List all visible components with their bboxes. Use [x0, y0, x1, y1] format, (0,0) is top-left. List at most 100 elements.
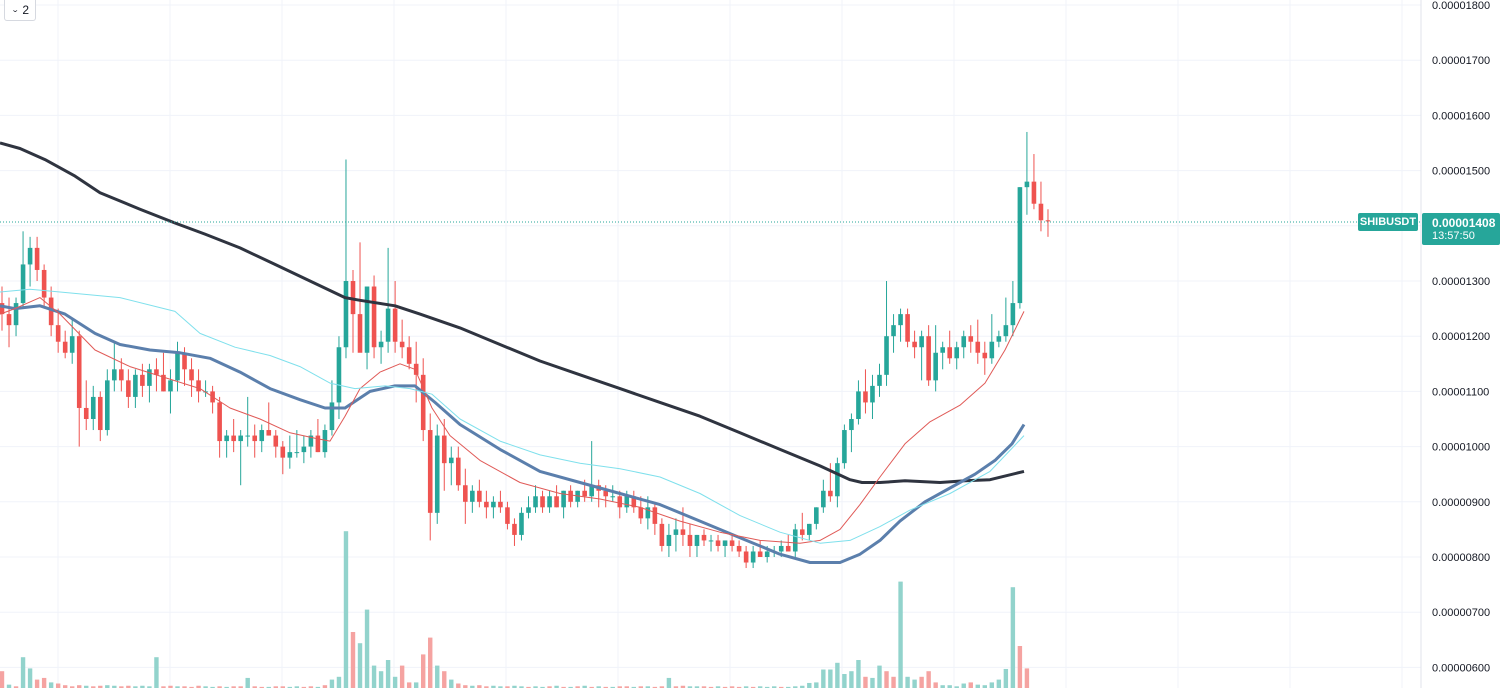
candle-body	[736, 545, 742, 552]
volume-bar	[119, 686, 124, 688]
candle	[799, 512, 805, 541]
volume-bar	[589, 686, 594, 688]
candle-body	[715, 540, 721, 546]
volume-bar	[912, 679, 917, 688]
candle-body	[189, 369, 194, 381]
candle	[484, 490, 489, 519]
candle	[477, 479, 482, 508]
volume-bar	[575, 686, 580, 688]
candle	[842, 424, 847, 469]
candle-body	[547, 496, 552, 508]
candle-body	[912, 341, 917, 348]
volume-bar	[561, 686, 566, 688]
volume-bar	[435, 665, 440, 688]
candle	[280, 441, 286, 475]
candle-body	[336, 347, 342, 403]
volume-bar	[27, 668, 33, 688]
candle-body	[322, 430, 328, 453]
candle-body	[48, 297, 54, 326]
volume-bar	[863, 676, 868, 688]
candle-body	[673, 529, 679, 535]
candle	[55, 308, 61, 353]
moving-average-line	[0, 304, 1026, 564]
candle	[933, 325, 938, 392]
candle	[807, 523, 812, 541]
candle	[554, 485, 559, 508]
volume-bar	[442, 671, 447, 688]
candle	[982, 341, 988, 375]
volume-bar	[463, 685, 468, 688]
volume-bar	[603, 686, 608, 688]
candle-body	[357, 314, 363, 353]
candle	[785, 534, 791, 552]
volume-bar	[736, 686, 742, 688]
moving-average-line	[0, 297, 1025, 544]
volume-bar	[41, 677, 47, 688]
volume-bar	[91, 686, 96, 688]
volume-bar	[294, 686, 300, 688]
candle	[666, 523, 672, 557]
volume-bar	[168, 685, 173, 688]
candle	[322, 424, 328, 458]
candle	[835, 457, 840, 508]
volume-bar	[301, 686, 307, 688]
candle-body	[589, 485, 594, 497]
candle-body	[378, 341, 384, 348]
candle	[708, 534, 714, 552]
volume-bar	[48, 682, 54, 688]
volume-bar	[105, 685, 110, 688]
volume-bar	[870, 677, 875, 688]
candle	[105, 369, 110, 436]
candle-body	[540, 496, 545, 508]
candle-body	[505, 507, 510, 524]
candle-body	[757, 551, 763, 557]
candle-body	[975, 341, 981, 353]
volume-bar	[238, 686, 243, 688]
indicator-collapse-button[interactable]: ⌄ 2	[4, 0, 37, 21]
candle-body	[821, 490, 826, 508]
volume-bar	[413, 682, 419, 688]
candle-body	[659, 523, 665, 546]
volume-bar	[729, 686, 735, 688]
candle-body	[41, 269, 47, 298]
volume-bar	[126, 685, 131, 688]
candle	[83, 380, 89, 431]
volume-bar	[1024, 668, 1030, 688]
volume-bar	[406, 682, 412, 688]
volume-bar	[814, 682, 819, 688]
candle	[610, 485, 616, 502]
price-axis[interactable]: 0.00001800 0.00001700 0.00001600 0.00001500…	[1432, 0, 1490, 674]
candle-body	[13, 303, 19, 326]
candle-body	[491, 501, 496, 508]
candle-body	[119, 369, 124, 381]
candle	[357, 242, 363, 353]
candle-body	[856, 391, 861, 419]
volume-bar	[484, 686, 489, 688]
candle	[427, 413, 433, 541]
candle-body	[512, 523, 517, 535]
candle	[736, 540, 742, 557]
candle-body	[399, 341, 405, 348]
candle-body	[933, 352, 938, 381]
candle-body	[561, 490, 566, 508]
candle	[491, 496, 496, 519]
candle	[420, 358, 426, 442]
candle	[238, 430, 243, 486]
volume-bar	[884, 671, 889, 688]
volume-bar	[659, 686, 665, 688]
volume-bar	[385, 660, 391, 688]
last-price-tag: 0.00001408 13:57:50	[1422, 213, 1500, 245]
candle-body	[947, 347, 952, 359]
volume-bar	[392, 676, 398, 688]
candle-body	[849, 419, 854, 431]
volume-bar	[631, 686, 636, 688]
candle	[1003, 297, 1009, 342]
candle	[343, 159, 349, 359]
candle-body	[954, 347, 960, 359]
candle	[870, 374, 875, 419]
volume-bar	[224, 686, 229, 688]
volume-bar	[470, 685, 475, 688]
candle	[210, 385, 215, 414]
